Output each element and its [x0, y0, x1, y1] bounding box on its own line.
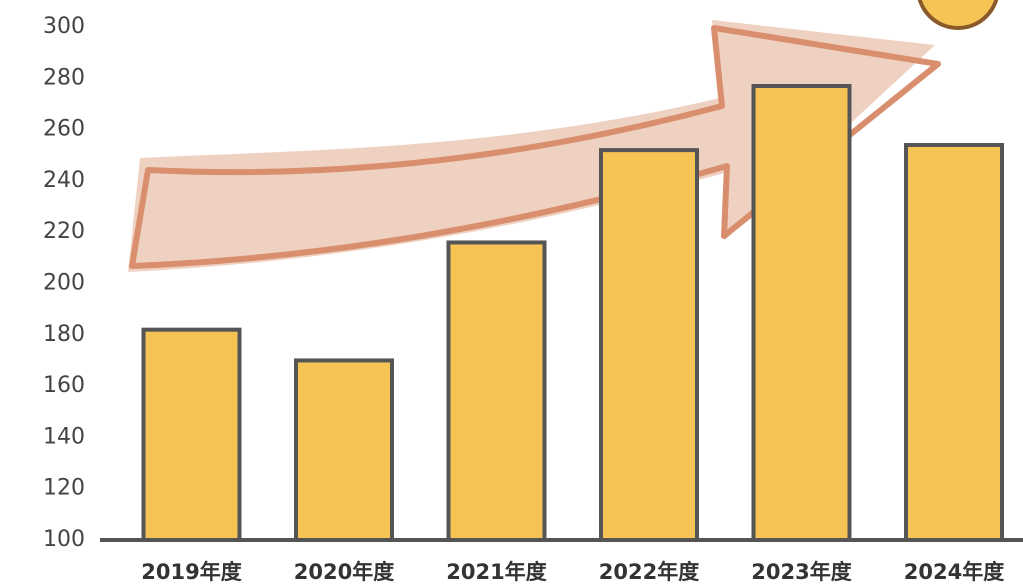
decor-circle	[917, 0, 999, 30]
bar	[751, 83, 852, 543]
y-tick-label: 220	[43, 219, 85, 244]
y-tick-label: 140	[43, 424, 85, 449]
y-tick-label: 200	[43, 271, 85, 296]
y-tick-label: 160	[43, 373, 85, 398]
x-tick-label: 2023年度	[751, 560, 851, 584]
y-tick-label: 180	[43, 322, 85, 347]
bar	[294, 358, 394, 543]
y-tick-label: 300	[43, 14, 85, 39]
x-tick-label: 2019年度	[141, 560, 241, 584]
x-tick-label: 2020年度	[294, 560, 394, 584]
y-tick-label: 280	[43, 65, 85, 90]
x-tick-label: 2024年度	[904, 560, 1004, 584]
bar	[599, 148, 699, 542]
x-tick-label: 2022年度	[599, 560, 699, 584]
bar	[904, 142, 1004, 543]
bar	[141, 327, 242, 543]
y-tick-label: 240	[43, 168, 85, 193]
y-tick-label: 100	[43, 527, 85, 552]
y-tick-label: 260	[43, 117, 85, 142]
y-tick-label: 120	[43, 476, 85, 501]
bar	[446, 240, 547, 543]
x-tick-label: 2021年度	[446, 560, 546, 584]
